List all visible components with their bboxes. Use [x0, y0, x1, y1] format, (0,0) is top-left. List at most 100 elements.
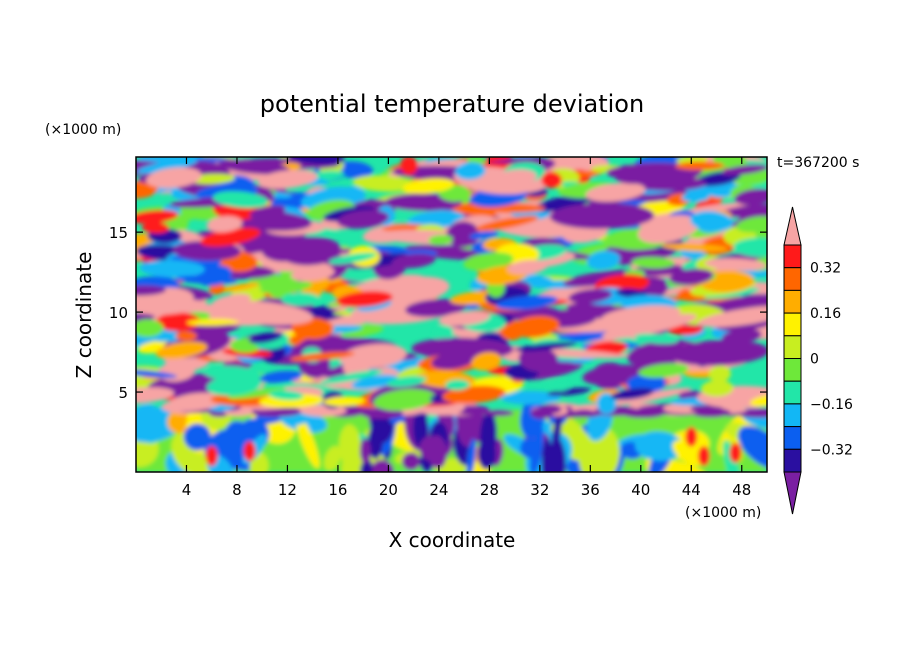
- field-blob: [669, 339, 767, 366]
- y-tick-label: 5: [118, 384, 128, 402]
- field-blob: [720, 164, 767, 176]
- field-blob: [402, 178, 455, 194]
- field-blob: [249, 331, 283, 344]
- field-blob: [136, 319, 164, 338]
- field-blob: [205, 446, 218, 467]
- field-blob: [243, 441, 256, 462]
- x-tick-label: 28: [480, 481, 499, 499]
- field-blob: [175, 275, 238, 284]
- field-blob: [707, 293, 767, 314]
- field-blob: [446, 221, 480, 248]
- field-blob: [712, 157, 747, 168]
- field-blob: [530, 407, 554, 419]
- field-blob: [661, 243, 728, 252]
- field-blob: [514, 342, 577, 352]
- field-blob: [338, 424, 361, 469]
- colorbar-box: [783, 244, 802, 269]
- field-blob: [737, 425, 767, 470]
- field-blob: [161, 330, 181, 342]
- colorbar-box: [783, 358, 802, 382]
- field-blob: [492, 169, 537, 187]
- colorbar-box: [783, 403, 802, 428]
- x-axis: 4 8 12 16 20 24 28 32 36 40 44 48: [182, 157, 751, 499]
- field-blob: [549, 203, 655, 229]
- field-blob: [391, 253, 436, 269]
- field-blob: [152, 299, 203, 315]
- field-blob: [200, 227, 261, 247]
- field-blob: [610, 388, 654, 400]
- field-blob: [402, 452, 421, 471]
- chart-title: potential temperature deviation: [260, 90, 644, 118]
- field-blob: [249, 452, 269, 472]
- colorbar-tick-label: 0: [810, 352, 819, 368]
- y-tick-label: 10: [109, 304, 128, 322]
- field-blob: [319, 369, 384, 385]
- field-blob: [352, 175, 413, 192]
- field-blob: [438, 311, 490, 326]
- field-blob: [518, 346, 558, 372]
- colorbar-tick-label: 0.16: [810, 306, 841, 322]
- field-blob: [475, 215, 539, 231]
- y-axis: 5 10 15: [109, 224, 767, 402]
- field-blob: [547, 387, 592, 396]
- x-tick-label: 40: [631, 481, 650, 499]
- field-blob: [602, 313, 697, 339]
- field-blob: [596, 392, 617, 415]
- field-blob: [323, 445, 342, 472]
- field-blob: [534, 194, 592, 212]
- field-blob: [400, 157, 418, 175]
- field-blob: [407, 210, 465, 230]
- field-blob: [206, 300, 314, 326]
- field-blob: [510, 315, 560, 338]
- field-blob: [405, 298, 467, 317]
- field-blob: [634, 431, 684, 462]
- field-blob: [572, 409, 596, 417]
- field-blob: [634, 333, 678, 344]
- field-blob: [136, 285, 167, 296]
- field-blob: [690, 210, 734, 232]
- field-blob: [373, 389, 435, 411]
- field-blob: [428, 234, 453, 245]
- field-blob: [359, 438, 371, 464]
- field-blob: [290, 351, 355, 362]
- field-blob: [431, 351, 476, 370]
- field-blob: [586, 250, 621, 270]
- field-blob: [562, 269, 641, 287]
- field-blob: [295, 413, 320, 469]
- field-blob: [700, 380, 734, 397]
- colorbar-extension-low: [783, 471, 802, 515]
- field-blob: [360, 407, 404, 419]
- colorbar-tick-label: 0.32: [810, 261, 841, 277]
- field-blob: [631, 257, 675, 269]
- field-blob: [136, 180, 158, 199]
- field-blob: [206, 374, 262, 396]
- field-blob: [495, 295, 558, 310]
- field-blob: [278, 236, 342, 266]
- field-blob: [290, 266, 335, 282]
- field-blob: [145, 167, 202, 189]
- field-blob: [206, 215, 243, 233]
- heatmap-field: [136, 157, 767, 472]
- field-blob: [614, 165, 667, 184]
- field-blob: [455, 162, 486, 180]
- field-blob: [638, 363, 689, 378]
- field-blob: [259, 370, 303, 383]
- field-blob: [136, 158, 198, 174]
- field-blob: [227, 387, 286, 400]
- field-blob: [723, 440, 741, 472]
- field-blob: [672, 440, 705, 467]
- x-tick-label: 48: [732, 481, 751, 499]
- field-blob: [690, 404, 723, 414]
- field-blob: [268, 390, 304, 401]
- field-blob: [136, 210, 179, 224]
- field-blob: [500, 390, 561, 405]
- x-tick-label: 12: [278, 481, 297, 499]
- field-blob: [336, 291, 393, 308]
- x-tick-label: 24: [429, 481, 448, 499]
- field-blob: [351, 374, 399, 390]
- colorbar-tick-label: −0.32: [810, 442, 853, 458]
- field-blob: [212, 191, 269, 208]
- field-blob: [729, 442, 742, 463]
- plot-frame: [135, 156, 768, 473]
